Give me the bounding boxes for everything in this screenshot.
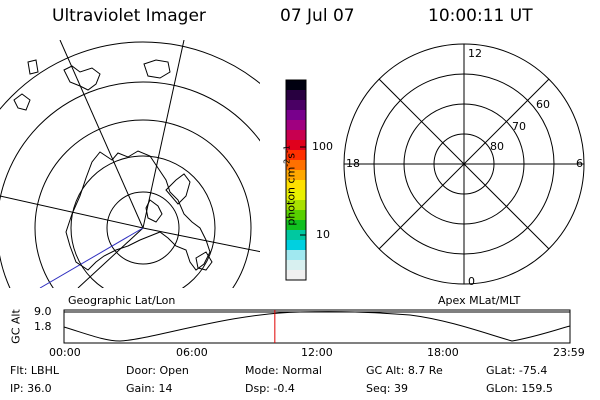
colorbar-band [286,190,306,201]
mlt-meridian [378,78,550,250]
altitude-ylabel: GC Alt [9,309,23,344]
mlt-label-6: 6 [576,157,583,170]
antarctica-inlet [145,199,163,223]
colorbar-band [286,110,306,121]
mlt-label-0: 0 [468,275,475,288]
lon-line [142,227,260,253]
glon-info: GLon: 159.5 [486,382,553,395]
colorbar-band [286,210,306,221]
lon-line [39,227,144,288]
colorbar-band [286,160,306,171]
colorbar-band [286,100,306,111]
colorbar-band [286,270,306,281]
colorbar-band [286,180,306,191]
apex-caption: Apex MLat/MLT [438,294,521,307]
time-label: 10:00:11 UT [428,6,533,26]
date-label: 07 Jul 07 [280,6,355,26]
island-coast [27,59,39,75]
colorbar-band [286,230,306,241]
lon-line [142,40,185,229]
altitude-ytick-top: 9.0 [34,305,52,318]
glat-info: GLat: -75.4 [486,364,548,377]
colorbar-band [286,120,306,131]
colorbar-band [286,130,306,141]
filter-info: Flt: LBHL [10,364,59,377]
island-coast [143,59,171,79]
instrument-title: Ultraviolet Imager [52,6,206,26]
coast-fragment [13,93,31,111]
antarctica-coast [65,150,211,271]
colorbar-band [286,200,306,211]
colorbar-frame [285,79,307,281]
mlat-label-80: 80 [490,140,504,153]
altitude-xtick: 23:59 [553,346,585,359]
gain-info: Gain: 14 [126,382,173,395]
mode-info: Mode: Normal [245,364,322,377]
mlt-label-18: 18 [346,157,360,170]
colorbar-band [286,140,306,151]
mlt-polar-plot [343,43,585,285]
altitude-xtick: 06:00 [176,346,208,359]
colorbar-band [286,80,306,91]
gc-altitude-info: GC Alt: 8.7 Re [366,364,443,377]
colorbar-tick-100: 100 [312,140,333,153]
altitude-ytick-bottom: 1.8 [34,320,52,333]
mlat-label-70: 70 [512,120,526,133]
colorbar-band [286,90,306,101]
ip-info: IP: 36.0 [10,382,52,395]
altitude-xtick: 00:00 [49,346,81,359]
altitude-curve [63,311,571,342]
colorbar-band [286,250,306,261]
south-america-coast [63,65,101,91]
colorbar [286,80,306,281]
sequence-info: Seq: 39 [366,382,408,395]
coast-fragment [195,251,213,271]
lat-circle [0,41,260,110]
lat-circle [0,81,260,288]
lon-line [77,227,144,288]
altitude-plot [63,309,571,344]
colorbar-band [286,260,306,271]
colorbar-tick-10: 10 [316,228,330,241]
lon-line [0,195,144,229]
colorbar-band [286,170,306,181]
geographic-map [0,40,260,288]
colorbar-band [286,150,306,161]
mlat-label-60: 60 [536,98,550,111]
mlt-label-12: 12 [468,47,482,60]
dsp-info: Dsp: -0.4 [245,382,295,395]
lat-circle [34,119,252,288]
lon-line [59,40,144,229]
lat-circle [70,155,216,288]
geographic-caption: Geographic Lat/Lon [68,294,176,307]
door-info: Door: Open [126,364,189,377]
colorbar-band [286,240,306,251]
altitude-xtick: 12:00 [301,346,333,359]
colorbar-unit-label: photon cm-2s-1 [282,145,298,226]
peninsula-coast [165,173,191,205]
altitude-xtick: 18:00 [427,346,459,359]
colorbar-band [286,220,306,231]
lat-circle [106,191,180,265]
